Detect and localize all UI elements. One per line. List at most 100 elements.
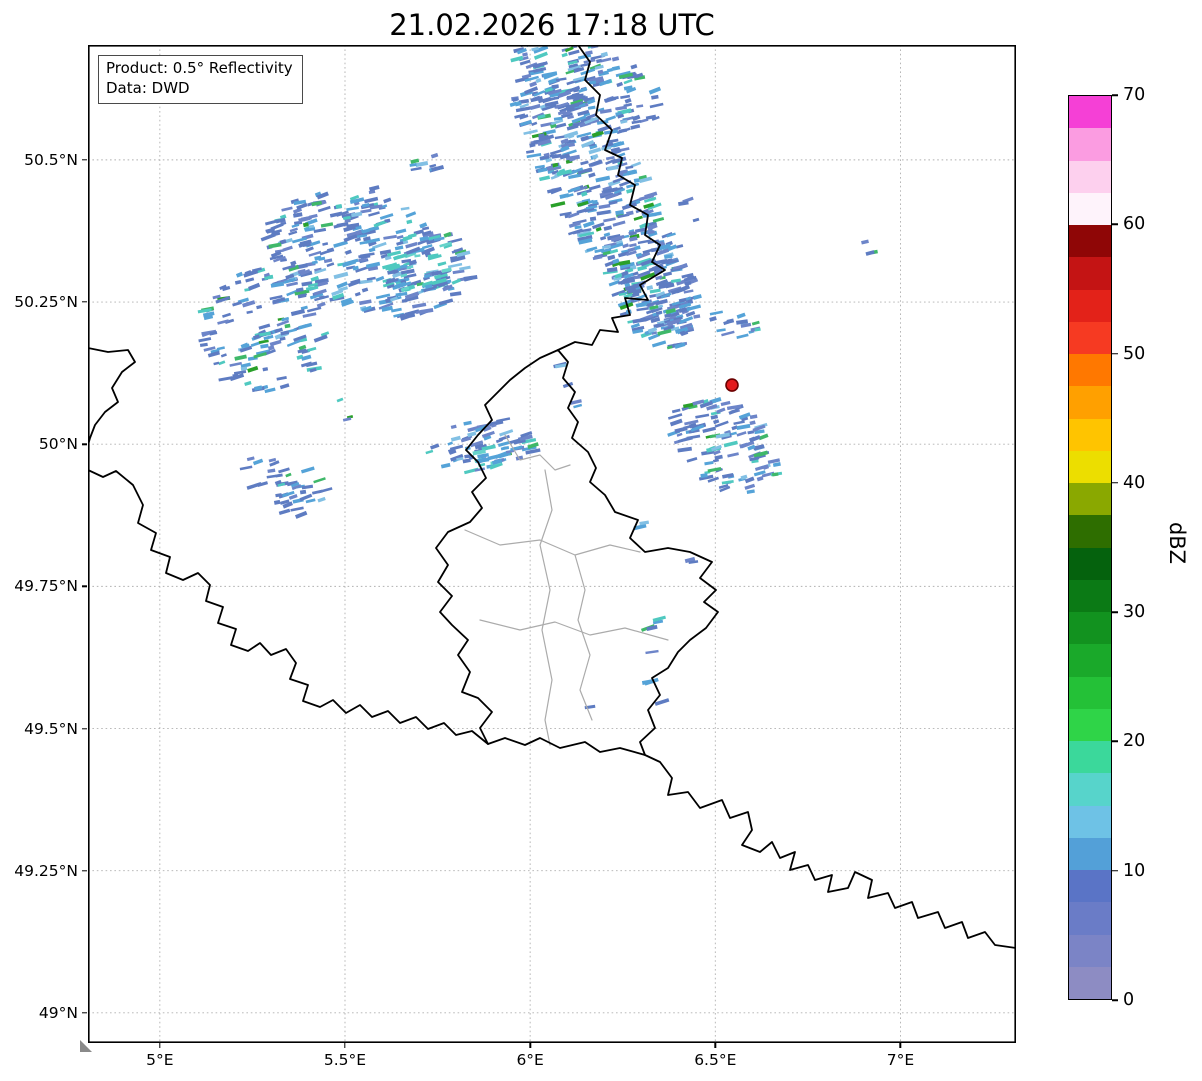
border-be-border-left-edge [88, 347, 136, 446]
echo-pixel [383, 197, 392, 204]
colorbar-tick-mark [1112, 999, 1118, 1001]
echo-pixel [578, 87, 588, 93]
echo-pixel [450, 254, 466, 261]
echo-pixel [573, 100, 584, 107]
echo-pixel [281, 206, 293, 212]
echo-pixel [727, 452, 739, 458]
echo-pixel [382, 282, 395, 288]
echo-pixel [666, 305, 675, 310]
echo-pixel [243, 269, 259, 278]
echo-pixel [676, 432, 683, 437]
echo-pixel [635, 252, 643, 258]
echo-pixel [655, 298, 668, 306]
echo-pixel [632, 114, 641, 122]
echo-pixel [739, 442, 748, 449]
echo-pixel [651, 94, 659, 100]
echo-pixel [686, 304, 702, 312]
echo-pixel [423, 285, 438, 293]
border-luxembourg-outline [435, 349, 719, 756]
echo-pixel [390, 307, 402, 313]
echo-pixel [356, 234, 368, 239]
echo-pixel [570, 98, 584, 106]
echo-pixel [692, 399, 705, 406]
echo-pixel [529, 142, 536, 148]
echo-pixel [403, 273, 417, 279]
echo-pixel [448, 449, 457, 455]
echo-pixel [424, 251, 432, 258]
colorbar-segment [1069, 644, 1111, 677]
echo-pixel [240, 342, 249, 349]
echo-pixel [497, 440, 511, 447]
echo-pixel [666, 232, 676, 238]
echo-pixel [352, 265, 359, 271]
echo-pixel [718, 483, 729, 489]
echo-pixel [614, 187, 626, 195]
echo-pixel [499, 429, 514, 437]
echo-pixel [267, 468, 276, 474]
echo-pixel [550, 201, 566, 208]
echo-pixel [414, 254, 421, 258]
colorbar-tick-mark [1112, 352, 1118, 355]
echo-pixel [263, 349, 276, 356]
y-tick-label: 49.25°N [14, 861, 78, 880]
colorbar-segment [1069, 837, 1111, 870]
echo-pixel [263, 272, 270, 278]
echo-pixel [610, 234, 625, 242]
echo-pixel [313, 334, 328, 343]
echo-pixel [692, 294, 702, 300]
echo-pixel [677, 446, 692, 453]
colorbar-segment [1069, 934, 1111, 967]
echo-pixel [336, 397, 344, 403]
echo-pixel [600, 247, 612, 254]
echo-pixel [371, 241, 387, 250]
echo-pixel [335, 203, 343, 209]
radar-echoes [197, 45, 878, 710]
echo-pixel [573, 67, 581, 73]
echo-pixel [244, 380, 252, 387]
echo-pixel [527, 442, 539, 449]
echo-pixel [300, 466, 315, 474]
echo-pixel [597, 69, 604, 75]
echo-pixel [218, 376, 233, 382]
echo-pixel [293, 334, 307, 342]
echo-pixel [336, 281, 348, 289]
colorbar-segment [1069, 289, 1111, 322]
echo-pixel [624, 283, 639, 291]
echo-pixel [491, 458, 503, 465]
echo-pixel [771, 472, 779, 477]
echo-pixel [702, 426, 716, 434]
echo-pixel [405, 211, 417, 218]
echo-pixel [472, 449, 486, 456]
echo-pixel [716, 328, 726, 333]
echo-pixel [424, 283, 433, 289]
echo-pixel [590, 54, 605, 60]
echo-pixel [212, 294, 221, 300]
echo-pixel [533, 45, 549, 54]
echo-pixel [425, 449, 434, 455]
echo-pixel [608, 200, 618, 206]
echo-pixel [282, 264, 296, 271]
echo-pixel [402, 235, 413, 242]
echo-pixel [431, 277, 447, 286]
echo-pixel [447, 262, 463, 269]
echo-pixel [736, 319, 748, 325]
echo-pixel [288, 264, 300, 272]
echo-pixel [594, 248, 605, 254]
echo-pixel [279, 499, 290, 505]
echo-pixel [762, 464, 770, 470]
echo-pixel [294, 289, 310, 296]
echo-pixel [396, 235, 404, 240]
echo-pixel [273, 460, 280, 465]
echo-pixel [723, 440, 738, 448]
echo-pixel [620, 94, 631, 99]
echo-pixel [647, 202, 662, 211]
echo-pixel [606, 138, 619, 144]
echo-pixel [298, 322, 313, 330]
colorbar-segments [1069, 96, 1111, 999]
echo-pixel [405, 241, 418, 249]
echo-pixel [646, 285, 654, 291]
echo-pixel [588, 147, 602, 155]
echo-pixel [660, 292, 672, 299]
colorbar-axis-label: dBZ [1165, 521, 1190, 565]
